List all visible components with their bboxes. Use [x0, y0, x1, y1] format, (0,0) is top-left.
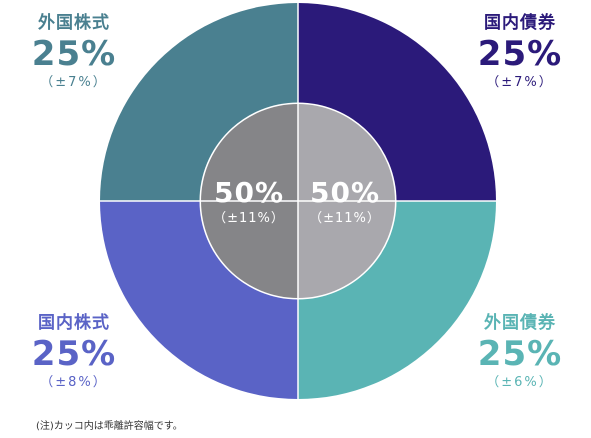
slice-dividers — [100, 3, 496, 399]
label-percent: 25% — [31, 334, 117, 374]
label-tolerance: （±6%） — [486, 375, 554, 390]
label-tolerance: （±7%） — [486, 75, 554, 90]
center-label-bond: 50% （±11%） — [300, 176, 390, 228]
label-name: 国内債券 — [484, 13, 556, 33]
center-label-equity: 50% （±11%） — [204, 176, 294, 228]
label-name: 外国債券 — [484, 313, 556, 333]
center-percent: 50% — [213, 176, 285, 209]
label-tolerance: （±7%） — [40, 75, 108, 90]
label-name: 外国株式 — [38, 13, 110, 33]
label-foreign-equity: 外国株式 25% （±7%） — [14, 12, 134, 92]
label-domestic-bond: 国内債券 25% （±7%） — [460, 12, 580, 92]
label-percent: 25% — [477, 334, 563, 374]
label-foreign-bond: 外国債券 25% （±6%） — [460, 312, 580, 392]
center-tolerance: （±11%） — [309, 211, 381, 226]
center-percent: 50% — [309, 176, 381, 209]
footnote: (注)カッコ内は乖離許容幅です。 — [36, 421, 183, 432]
label-percent: 25% — [31, 34, 117, 74]
label-tolerance: （±8%） — [40, 375, 108, 390]
label-name: 国内株式 — [38, 313, 110, 333]
label-percent: 25% — [477, 34, 563, 74]
center-tolerance: （±11%） — [213, 211, 285, 226]
label-domestic-equity: 国内株式 25% （±8%） — [14, 312, 134, 392]
